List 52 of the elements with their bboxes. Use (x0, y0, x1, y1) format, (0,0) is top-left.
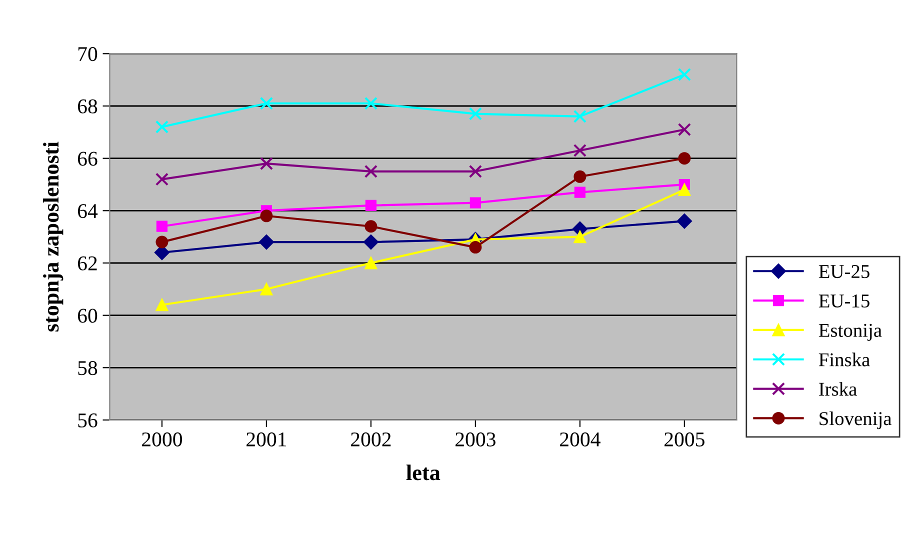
y-axis-title: stopnja zaposlenosti (43, 142, 64, 332)
point (260, 96, 274, 110)
y-tick-label: 66 (78, 152, 98, 166)
x-tick-label: 2001 (246, 432, 286, 446)
point (364, 220, 378, 233)
point (574, 230, 586, 244)
point (573, 144, 587, 158)
legend-label: Finska (818, 352, 870, 366)
y-tick-label: 70 (78, 47, 98, 62)
point (678, 152, 691, 165)
point (155, 120, 169, 134)
x-tick-label: 2003 (456, 432, 496, 446)
y-tick-label: 58 (78, 361, 98, 376)
y-tick-label: 56 (78, 413, 98, 428)
point (468, 164, 482, 178)
point (574, 170, 586, 183)
point (573, 110, 587, 124)
y-tick-label: 60 (78, 308, 98, 323)
point (155, 172, 169, 186)
point (363, 234, 379, 250)
point (156, 220, 168, 232)
x-tick-label: 2004 (560, 432, 600, 446)
point (260, 210, 273, 222)
point (258, 234, 274, 250)
legend-label: Slovenija (820, 412, 892, 430)
point (678, 183, 691, 196)
point (678, 122, 692, 136)
legend-label: EU-15 (818, 294, 870, 308)
x-axis-title: leta (406, 464, 440, 480)
point (260, 156, 274, 170)
legend-label: Irska (819, 382, 857, 396)
point (156, 236, 168, 248)
x-tick-label: 2005 (664, 432, 704, 446)
point (678, 68, 692, 82)
x-tick-label: 2000 (142, 432, 182, 446)
point (676, 214, 692, 229)
point (468, 107, 482, 120)
x-tick-label: 2002 (351, 432, 391, 446)
point (469, 241, 482, 254)
point (470, 197, 481, 208)
legend-label: Estonija (818, 324, 882, 341)
point (364, 96, 378, 110)
point (364, 256, 378, 270)
legend-label: EU-25 (818, 265, 870, 278)
y-tick-label: 68 (78, 99, 98, 114)
y-tick-label: 64 (78, 204, 98, 218)
point (156, 298, 168, 312)
point (574, 186, 586, 198)
point (365, 200, 377, 211)
point (260, 282, 273, 296)
y-tick-label: 62 (78, 256, 97, 270)
point (364, 164, 378, 178)
